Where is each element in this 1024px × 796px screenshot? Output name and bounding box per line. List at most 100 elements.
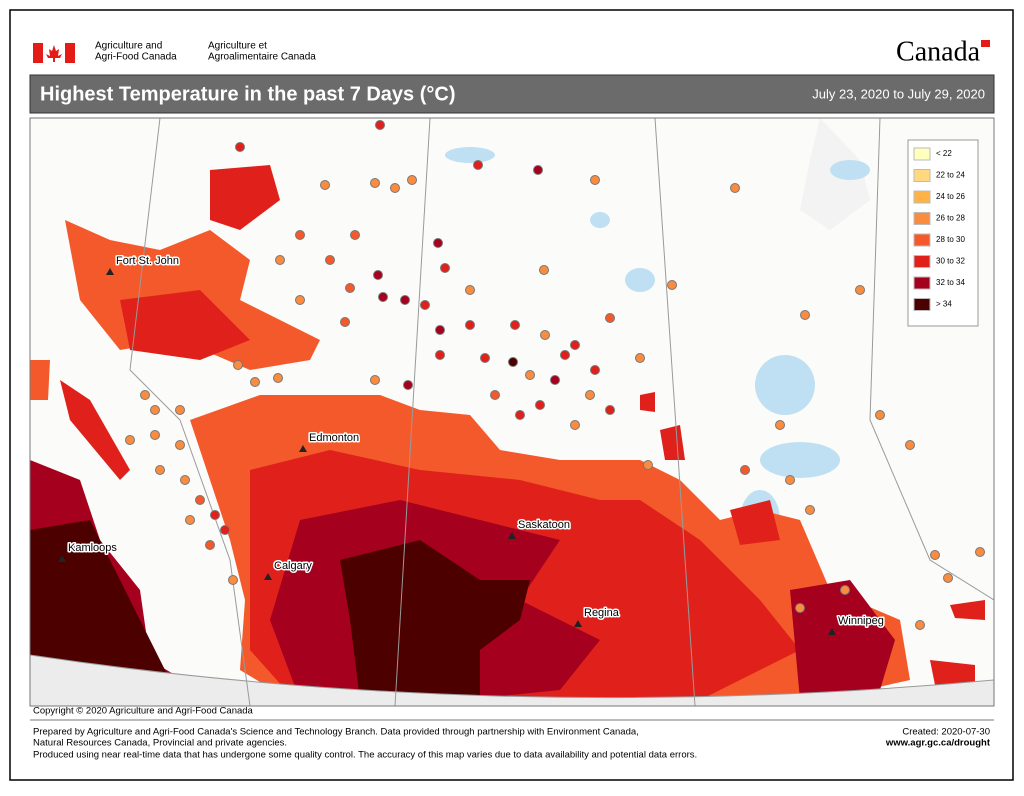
station-dot <box>508 357 518 367</box>
agency-en: Agriculture and <box>95 41 162 52</box>
station-dot <box>195 495 205 505</box>
legend-swatch <box>913 169 931 182</box>
station-dot <box>295 295 305 305</box>
city-marker <box>264 573 272 580</box>
station-dot <box>775 420 785 430</box>
station-dot <box>250 377 260 387</box>
created-date: Created: 2020-07-30 <box>902 727 990 738</box>
footer-note: Prepared by Agriculture and Agri-Food Ca… <box>33 727 639 738</box>
station-dot <box>730 183 740 193</box>
station-dot <box>180 475 190 485</box>
station-dot <box>540 330 550 340</box>
station-dot <box>539 265 549 275</box>
legend-label: 22 to 24 <box>936 171 965 180</box>
legend-swatch <box>913 276 931 290</box>
legend-label: > 34 <box>936 300 952 309</box>
copyright: Copyright © 2020 Agriculture and Agri-Fo… <box>33 706 254 717</box>
legend-label: 30 to 32 <box>936 257 965 266</box>
legend-swatch <box>913 255 931 268</box>
united-states <box>30 655 994 706</box>
station-dot <box>325 255 335 265</box>
station-dot <box>930 550 940 560</box>
city-label: Fort St. John <box>116 255 179 267</box>
station-dot <box>420 300 430 310</box>
station-dot <box>560 350 570 360</box>
station-dot <box>350 230 360 240</box>
station-dot <box>340 317 350 327</box>
stations <box>125 120 985 630</box>
website: www.agr.gc.ca/drought <box>885 738 991 749</box>
legend-label: 24 to 26 <box>936 192 965 201</box>
station-dot <box>590 175 600 185</box>
station-dot <box>740 465 750 475</box>
legend-label: < 22 <box>936 149 952 158</box>
date-range: July 23, 2020 to July 29, 2020 <box>812 86 985 101</box>
station-dot <box>550 375 560 385</box>
station-dot <box>433 238 443 248</box>
station-dot <box>605 405 615 415</box>
agency-fr: Agroalimentaire Canada <box>208 52 316 63</box>
station-dot <box>370 375 380 385</box>
station-dot <box>525 370 535 380</box>
station-dot <box>590 365 600 375</box>
city-marker <box>58 555 66 562</box>
city-label: Calgary <box>274 560 312 572</box>
legend-label: 26 to 28 <box>936 214 965 223</box>
station-dot <box>465 320 475 330</box>
city-marker <box>574 620 582 627</box>
legend-swatch <box>913 212 931 225</box>
station-dot <box>155 465 165 475</box>
wordmark: Canada <box>896 36 981 67</box>
legend-label: 28 to 30 <box>936 235 965 244</box>
station-dot <box>785 475 795 485</box>
station-dot <box>465 285 475 295</box>
station-dot <box>185 515 195 525</box>
legend-swatch <box>913 233 931 247</box>
map: Fort St. John Edmonton Saskatoon Calgary Reg… <box>30 118 994 706</box>
station-dot <box>905 440 915 450</box>
city-label: Winnipeg <box>838 615 884 627</box>
station-dot <box>378 292 388 302</box>
station-dot <box>175 405 185 415</box>
legend-swatch <box>913 298 931 311</box>
station-dot <box>533 165 543 175</box>
legend-swatch <box>913 147 931 161</box>
agency-en: Agri-Food Canada <box>95 52 177 63</box>
city-label: Edmonton <box>309 432 359 444</box>
station-dot <box>585 390 595 400</box>
footer-note: Produced using near real-time data that … <box>33 750 697 761</box>
flag <box>33 43 75 63</box>
map-frame <box>29 117 995 707</box>
agency-fr: Agriculture et <box>208 41 267 52</box>
wordmark-flag <box>981 40 990 47</box>
boundaries <box>30 118 994 706</box>
station-dot <box>390 183 400 193</box>
station-dot <box>975 547 985 557</box>
city-marker <box>828 628 836 635</box>
station-dot <box>175 440 185 450</box>
station-dot <box>320 180 330 190</box>
station-dot <box>150 405 160 415</box>
station-dot <box>435 350 445 360</box>
station-dot <box>233 360 243 370</box>
legend: < 22 22 to 24 24 to 26 26 to 28 28 to 30 30 t… <box>907 139 979 327</box>
station-dot <box>440 263 450 273</box>
station-dot <box>275 255 285 265</box>
station-dot <box>875 410 885 420</box>
station-dot <box>515 410 525 420</box>
station-dot <box>150 430 160 440</box>
station-dot <box>370 178 380 188</box>
station-dot <box>373 270 383 280</box>
station-dot <box>473 160 483 170</box>
station-dot <box>403 380 413 390</box>
map-title: Highest Temperature in the past 7 Days (… <box>40 83 456 105</box>
station-dot <box>295 230 305 240</box>
station-dot <box>435 325 445 335</box>
station-dot <box>605 313 615 323</box>
city-label: Kamloops <box>68 542 117 554</box>
legend-swatch <box>913 190 931 204</box>
cities: Fort St. John Edmonton Saskatoon Calgary Reg… <box>58 253 885 635</box>
temperature-areas <box>30 165 985 706</box>
